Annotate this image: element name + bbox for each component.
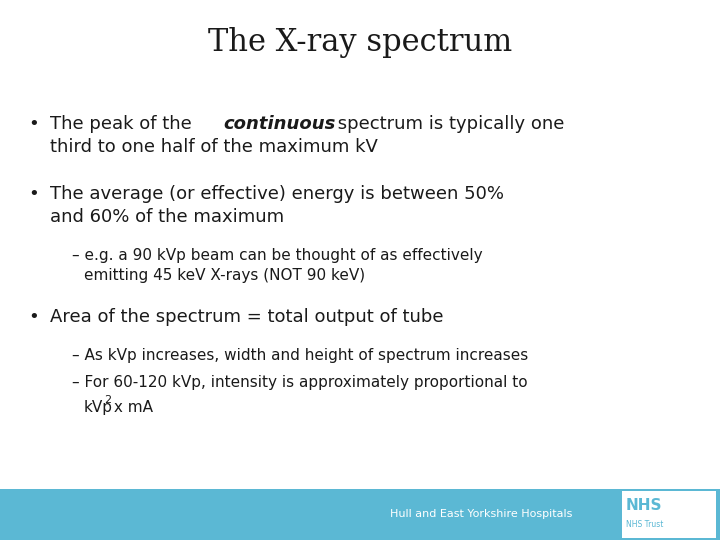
Text: •: •: [28, 185, 39, 203]
Text: continuous: continuous: [223, 115, 336, 133]
Text: Hull and East Yorkshire Hospitals: Hull and East Yorkshire Hospitals: [390, 509, 572, 519]
Text: kVp: kVp: [84, 400, 113, 415]
Text: Area of the spectrum = total output of tube: Area of the spectrum = total output of t…: [50, 308, 444, 326]
Text: – For 60-120 kVp, intensity is approximately proportional to: – For 60-120 kVp, intensity is approxima…: [72, 375, 528, 390]
Text: – As kVp increases, width and height of spectrum increases: – As kVp increases, width and height of …: [72, 348, 528, 363]
Text: The X-ray spectrum: The X-ray spectrum: [208, 26, 512, 57]
Text: spectrum is typically one: spectrum is typically one: [332, 115, 564, 133]
Text: NHS: NHS: [626, 498, 662, 514]
Text: The peak of the: The peak of the: [50, 115, 197, 133]
Text: NHS Trust: NHS Trust: [626, 520, 663, 529]
Text: •: •: [28, 308, 39, 326]
Text: 2: 2: [104, 395, 112, 405]
Text: third to one half of the maximum kV: third to one half of the maximum kV: [50, 138, 378, 156]
Bar: [0, 489, 720, 540]
Text: and 60% of the maximum: and 60% of the maximum: [50, 208, 284, 226]
Text: emitting 45 keV X-rays (NOT 90 keV): emitting 45 keV X-rays (NOT 90 keV): [84, 268, 365, 283]
Text: – e.g. a 90 kVp beam can be thought of as effectively: – e.g. a 90 kVp beam can be thought of a…: [72, 248, 482, 263]
Text: x mA: x mA: [109, 400, 153, 415]
Text: The average (or effective) energy is between 50%: The average (or effective) energy is bet…: [50, 185, 504, 203]
Text: •: •: [28, 115, 39, 133]
Bar: [622, 491, 716, 538]
